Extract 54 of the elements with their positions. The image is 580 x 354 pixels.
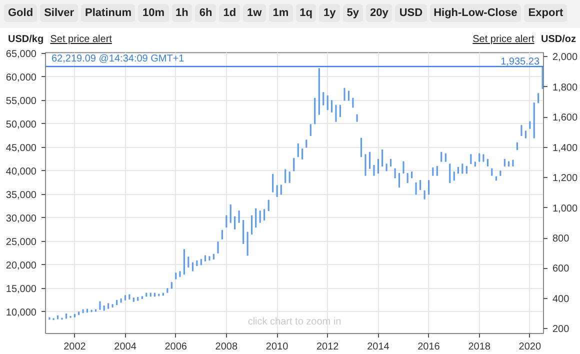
x-tick-label: 2004 [114, 342, 137, 352]
text: Set price alert [50, 34, 112, 45]
x-tick-label: 2010 [266, 342, 289, 352]
text: Gold [4, 4, 38, 22]
y2-tick-label: 200 [552, 324, 570, 336]
x-tick-label: 2014 [367, 342, 390, 352]
text: High-Low-Close [430, 4, 522, 22]
text: Silver [40, 4, 78, 22]
text: 1w [243, 4, 266, 22]
text: Export [524, 4, 568, 22]
x-tick-label: 2012 [316, 342, 340, 352]
text: Set price alert [472, 34, 534, 45]
y-tick-label: 40,000 [6, 166, 37, 178]
y-tick-label: 10,000 [6, 307, 37, 318]
y2-tick-label: 1,200 [552, 173, 578, 184]
text: 1h [172, 4, 192, 22]
y-tick-label: 45,000 [6, 142, 37, 154]
y2-tick-label: 1,400 [552, 142, 578, 154]
y-tick-label: 65,000 [6, 48, 37, 60]
text: 20y [366, 4, 392, 22]
x-tick-label: 2002 [64, 342, 86, 352]
y2-tick-label: 1,800 [552, 82, 578, 94]
y-tick-label: 55,000 [6, 96, 37, 107]
x-tick-label: 2020 [518, 342, 542, 352]
text: 6h [195, 4, 216, 22]
ref-line-label: 62,219.09 @14:34:09 GMT+1 [52, 54, 185, 65]
x-tick-label: 2006 [164, 342, 188, 352]
text: 5y [342, 4, 363, 22]
y-tick-label: 60,000 [6, 72, 37, 84]
x-tick-label: 2016 [418, 342, 440, 352]
y-tick-label: 35,000 [6, 190, 37, 201]
y2-tick-label: 400 [552, 294, 570, 305]
y2-tick-label: 1,000 [552, 203, 578, 214]
text: 1m [268, 4, 293, 22]
y-tick-label: 30,000 [6, 213, 37, 224]
text: Platinum [81, 4, 136, 22]
x-tick-label: 2008 [215, 342, 238, 352]
text: 10m [138, 4, 169, 22]
y-tick-label: 20,000 [6, 260, 37, 272]
text: USD [395, 4, 427, 22]
text: 1d [219, 4, 240, 22]
y2-axis-title: USD/oz [541, 34, 576, 45]
y-tick-label: 25,000 [6, 236, 37, 248]
x-tick-label: 2018 [468, 342, 491, 352]
y-tick-label: 50,000 [6, 119, 37, 130]
text: 1y [319, 4, 340, 22]
y2-tick-label: 1,600 [552, 112, 578, 124]
y-axis-title: USD/kg [8, 34, 44, 45]
text: 1q [296, 4, 316, 22]
y2-tick-label: 800 [552, 234, 570, 245]
y2-tick-label: 600 [552, 264, 570, 275]
y-tick-label: 15,000 [6, 284, 37, 295]
annotation: 1,935.23 [500, 56, 540, 68]
y2-tick-label: 2,000 [552, 52, 578, 64]
